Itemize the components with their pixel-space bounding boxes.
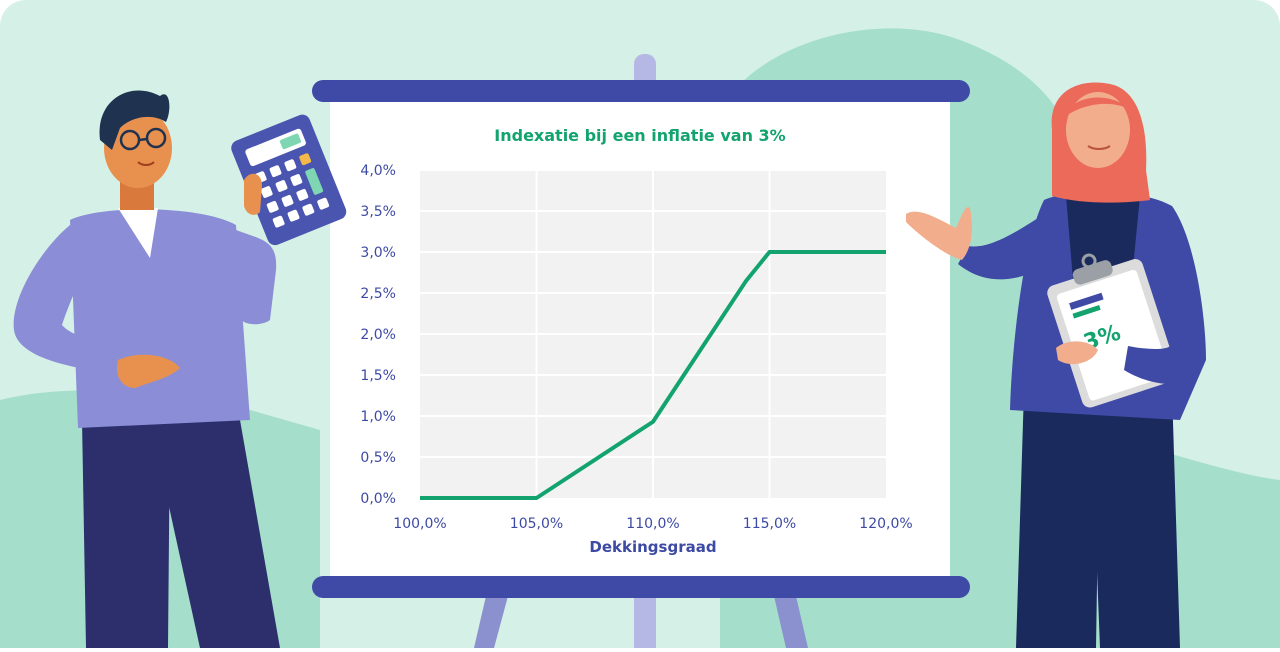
man-right-arm [232,230,277,325]
woman-left-hand [906,207,972,260]
man-sweater [70,209,250,428]
woman-right-leg [1090,390,1180,648]
man-left-arm [13,225,132,375]
x-tick-label: 120,0% [859,516,912,532]
x-tick-label: 115,0% [743,516,796,532]
y-tick-label: 1,0% [360,409,396,425]
board-bottom-bar [312,576,970,598]
y-tick-label: 1,5% [360,368,396,384]
chart-plot: 0,0% 0,5% 1,0% 1,5% 2,0% 2,5% 3,0% 3,5% 4,0% 100,… [360,163,912,532]
y-tick-label: 0,0% [360,491,396,507]
man-right-leg [150,420,280,648]
easel-left-leg [474,596,508,648]
y-tick-label: 4,0% [360,163,396,179]
woman-right-hand [1056,341,1098,365]
man-mouth [137,161,155,166]
x-axis-label: Dekkingsgraad [589,538,717,556]
man-hair [99,90,170,150]
woman-fringe [1066,97,1130,116]
x-tick-label: 100,0% [393,516,446,532]
woman-left-arm [958,210,1060,280]
y-tick-label: 0,5% [360,450,396,466]
man-glasses-bridge [138,137,148,142]
easel-right-leg [774,596,808,648]
woman-left-leg [1016,390,1100,648]
man-right-hand [244,173,262,215]
y-tick-label: 2,0% [360,327,396,343]
y-tick-label: 2,5% [360,286,396,302]
man-figure [13,90,347,648]
man-collar [118,208,158,258]
woman-face [1066,92,1130,168]
board-top-bar [312,80,970,102]
woman-right-arm [1124,300,1199,385]
man-left-hand [116,354,180,388]
series-line [420,250,886,500]
woman-mouth [1087,145,1111,150]
man-glasses-right [145,127,167,149]
man-left-leg [82,420,170,648]
y-tick-label: 3,5% [360,204,396,220]
woman-figure: 3% [906,82,1206,648]
chart-title: Indexatie bij een inflatie van 3% [494,126,786,145]
x-tick-label: 110,0% [626,516,679,532]
y-tick-label: 3,0% [360,245,396,261]
calculator-icon [231,114,347,246]
x-tick-label: 105,0% [510,516,563,532]
